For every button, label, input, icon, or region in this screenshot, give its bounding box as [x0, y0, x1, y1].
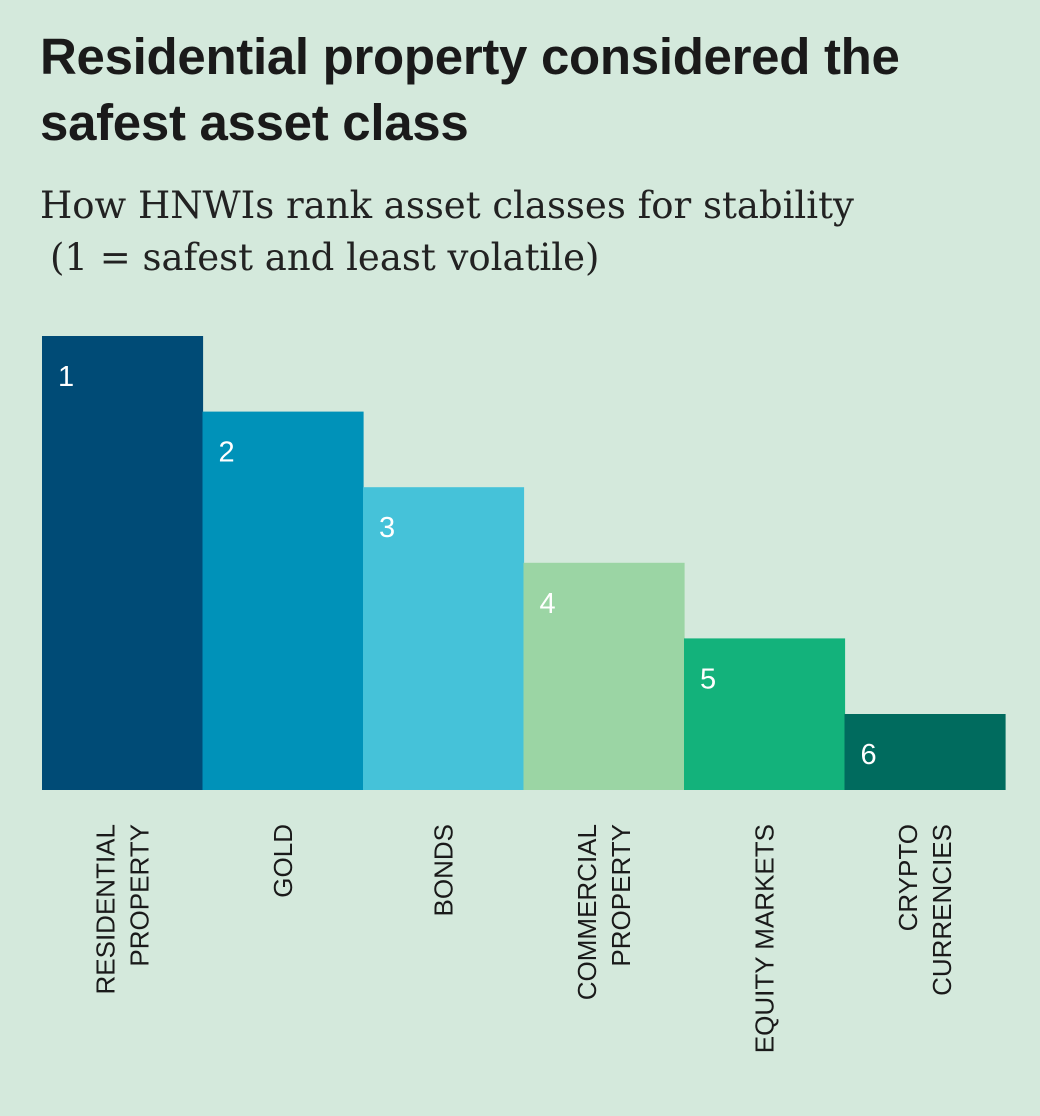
bar-4 — [523, 562, 685, 790]
category-label-6-line-2: CURRENCIES — [927, 824, 957, 996]
bar-6 — [844, 714, 1006, 790]
category-label-4-line-1: COMMERCIAL — [572, 824, 602, 1000]
bar-2 — [202, 411, 364, 790]
category-label-4-line-2: PROPERTY — [606, 824, 636, 967]
chart-title: Residential property considered the safe… — [40, 28, 900, 151]
bar-value-label-2: 2 — [219, 437, 235, 469]
category-label-6: CRYPTO CURRENCIES — [893, 824, 957, 996]
subtitle-line-2: (1 = safest and least volatile) — [50, 236, 600, 279]
bar-1 — [42, 336, 204, 790]
category-label-1: RESIDENTIAL PROPERTY — [90, 824, 154, 995]
chart-subtitle: How HNWIs rank asset classes for stabili… — [40, 180, 1020, 284]
bar-value-label-1: 1 — [58, 361, 74, 393]
category-label-2-line-1: GOLD — [268, 824, 298, 898]
category-label-4: COMMERCIAL PROPERTY — [572, 824, 636, 1000]
bar-value-label-4: 4 — [540, 588, 556, 620]
category-label-2: GOLD — [268, 824, 298, 898]
subtitle-line-1: How HNWIs rank asset classes for stabili… — [40, 184, 854, 227]
category-label-3-line-1: BONDS — [428, 824, 458, 916]
category-label-1-line-2: PROPERTY — [124, 824, 154, 967]
category-label-5-line-1: EQUITY MARKETS — [749, 824, 779, 1053]
bar-value-label-6: 6 — [861, 739, 877, 771]
category-label-3: BONDS — [428, 824, 458, 916]
category-label-1-line-1: RESIDENTIAL — [90, 824, 120, 995]
bar-value-label-3: 3 — [379, 512, 395, 544]
category-label-5: EQUITY MARKETS — [749, 824, 779, 1053]
bar-value-label-5: 5 — [700, 663, 716, 695]
bar-5 — [684, 638, 846, 790]
category-label-6-line-1: CRYPTO — [893, 824, 923, 931]
bar-3 — [363, 487, 525, 790]
